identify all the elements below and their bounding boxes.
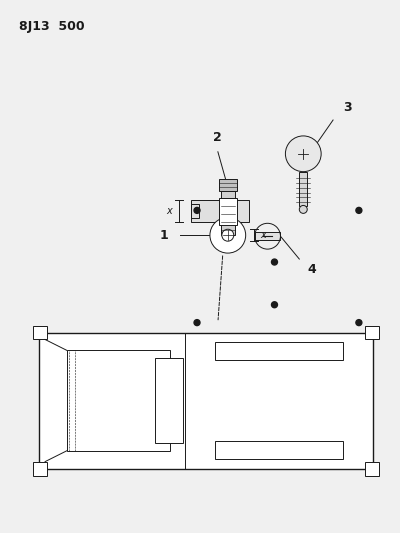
Circle shape <box>299 205 307 213</box>
Circle shape <box>286 136 321 172</box>
Bar <box>67 350 170 451</box>
Bar <box>221 190 235 235</box>
Bar <box>215 343 343 360</box>
Circle shape <box>194 320 200 326</box>
Circle shape <box>272 302 278 308</box>
Bar <box>215 441 343 459</box>
Bar <box>39 333 373 469</box>
Circle shape <box>272 259 278 265</box>
Text: x: x <box>261 230 266 240</box>
Bar <box>191 200 249 222</box>
Bar <box>255 232 280 240</box>
Bar <box>33 326 47 340</box>
Bar <box>219 198 237 224</box>
Text: 8J13  500: 8J13 500 <box>19 20 85 33</box>
Bar <box>219 179 237 190</box>
Text: 4: 4 <box>307 263 316 276</box>
Bar <box>365 326 379 340</box>
Bar <box>155 358 183 443</box>
Circle shape <box>356 320 362 326</box>
Circle shape <box>222 229 234 241</box>
Circle shape <box>194 207 200 213</box>
Circle shape <box>210 217 246 253</box>
Text: 3: 3 <box>343 101 352 114</box>
Bar <box>33 462 47 475</box>
Text: 1: 1 <box>160 229 168 242</box>
Text: x: x <box>166 206 172 216</box>
Bar <box>365 462 379 475</box>
Bar <box>191 204 199 217</box>
Text: 2: 2 <box>214 131 222 144</box>
Circle shape <box>356 207 362 213</box>
Bar <box>299 172 307 206</box>
